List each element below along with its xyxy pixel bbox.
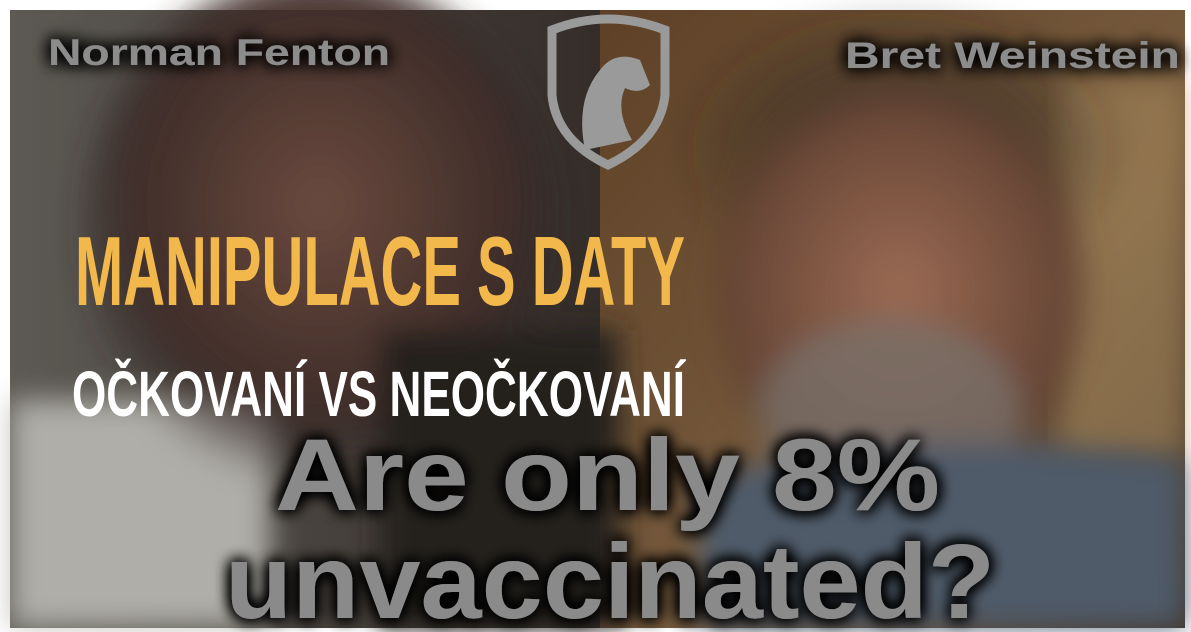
left-name: Norman Fenton [48, 32, 390, 73]
thumbnail: Norman Fenton Bret Weinstein MANIPULACE … [0, 0, 1191, 632]
right-name: Bret Weinstein [845, 35, 1180, 76]
question-line: unvaccinated? [225, 523, 995, 632]
question-line: Are only 8% [275, 418, 940, 532]
headline: MANIPULACE S DATY [75, 216, 685, 326]
